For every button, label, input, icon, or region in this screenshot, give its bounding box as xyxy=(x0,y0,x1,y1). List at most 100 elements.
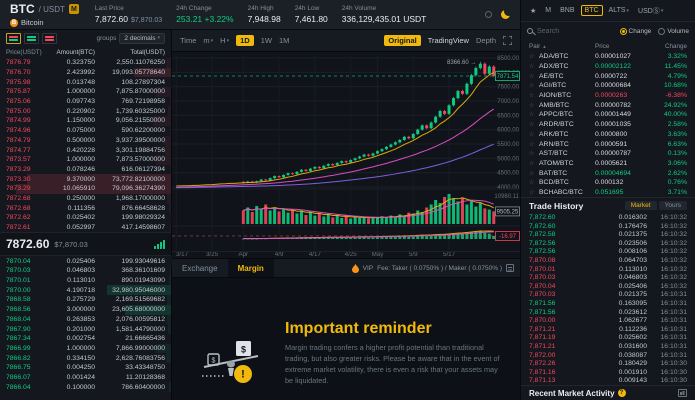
market-tab-m[interactable]: M xyxy=(545,7,552,14)
price-chart[interactable]: 8500.008000.007500.007000.006500.006000.… xyxy=(172,52,520,258)
pair-row[interactable]: ☆ ARK/BTC 0.0000800 3.63% xyxy=(521,130,695,140)
pair-row[interactable]: ☆ ADA/BTC 0.00001027 3.32% xyxy=(521,52,695,62)
pair-row[interactable]: ☆ ADX/BTC 0.00002122 11.45% xyxy=(521,62,695,72)
market-tab-bnb[interactable]: BNB xyxy=(560,7,575,14)
pair-row[interactable]: ☆ BCHABC/BTC 0.051695 3.71% xyxy=(521,188,695,198)
ask-row[interactable]: 7873.29 10.065910 79,096.36274390 xyxy=(0,183,171,194)
header-pair[interactable]: Pair xyxy=(529,42,541,50)
search-input[interactable] xyxy=(537,27,589,35)
pair-row[interactable]: ☆ AMB/BTC 0.00000782 24.92% xyxy=(521,100,695,110)
favorite-star-icon[interactable]: ☆ xyxy=(529,112,535,119)
ask-row[interactable]: 7872.68 0.111356 876.66458628 xyxy=(0,203,171,213)
fee-table-icon[interactable] xyxy=(506,264,514,272)
ask-row[interactable]: 7873.30 9.370000 73,772.82100000 xyxy=(0,174,171,184)
ask-row[interactable]: 7872.61 0.052997 417.14598607 xyxy=(0,222,171,233)
bid-row[interactable]: 7867.90 0.201000 1,581.44790000 xyxy=(0,324,171,334)
depth-bar xyxy=(170,222,171,233)
bid-row[interactable]: 7866.07 0.001424 11.20128368 xyxy=(0,372,171,383)
book-view-both-icon[interactable] xyxy=(6,32,21,44)
interval-1m[interactable]: 1M xyxy=(278,36,290,45)
bid-row[interactable]: 7866.82 0.334150 2,628.76083756 xyxy=(0,353,171,363)
favorite-star-icon[interactable]: ☆ xyxy=(529,64,535,71)
pair-row[interactable]: ☆ ATOM/BTC 0.0005621 3.06% xyxy=(521,159,695,169)
ask-row[interactable]: 7873.29 0.078246 616.06127394 xyxy=(0,164,171,175)
favorite-star-icon[interactable]: ☆ xyxy=(529,73,535,80)
tab-yours[interactable]: Yours xyxy=(658,201,687,211)
ask-row[interactable]: 7875.98 0.013748 108.27897304 xyxy=(0,77,171,88)
tab-exchange[interactable]: Exchange xyxy=(182,263,218,273)
pair-row[interactable]: ☆ ARN/BTC 0.0000591 6.63% xyxy=(521,139,695,149)
bid-row[interactable]: 7866.04 0.100000 786.60400000 xyxy=(0,382,171,392)
bid-row[interactable]: 7870.04 0.025406 199.93049616 xyxy=(0,256,171,267)
ask-row[interactable]: 7872.68 0.250000 1,968.17000000 xyxy=(0,193,171,204)
ask-row[interactable]: 7874.99 1.150000 9,056.21550000 xyxy=(0,116,171,126)
tab-market[interactable]: Market xyxy=(624,201,657,211)
pair-row[interactable]: ☆ AST/BTC 0.00000787 0.13% xyxy=(521,149,695,159)
trade-row: 7,872.56 0.023506 16:10:32 xyxy=(521,239,695,248)
ask-row[interactable]: 7876.70 2.423992 19,093.05778640 xyxy=(0,67,171,78)
pair-row[interactable]: ☆ BAT/BTC 0.00004694 2.62% xyxy=(521,168,695,178)
favorite-star-icon[interactable]: ☆ xyxy=(529,93,535,100)
favorite-star-icon[interactable]: ☆ xyxy=(529,189,535,196)
activity-chart-icon[interactable] xyxy=(678,389,687,398)
ask-row[interactable]: 7872.62 0.025402 199.98029324 xyxy=(0,213,171,223)
header-price[interactable]: Price xyxy=(595,42,610,50)
favorite-star-icon[interactable]: ☆ xyxy=(529,83,535,90)
ask-row[interactable]: 7874.96 0.075000 590.62200000 xyxy=(0,125,171,136)
header-change[interactable]: Change xyxy=(664,42,687,50)
favorite-star-icon[interactable]: ☆ xyxy=(529,170,535,177)
ask-row[interactable]: 7873.57 1.000000 7,873.57000000 xyxy=(0,154,171,165)
bid-row[interactable]: 7867.34 0.002754 21.66665436 xyxy=(0,333,171,344)
chart-mode-tradingview[interactable]: TradingView xyxy=(427,36,469,45)
favorite-star-icon[interactable]: ☆ xyxy=(529,180,535,187)
sun-icon[interactable] xyxy=(485,11,492,18)
favorite-star-icon[interactable]: ☆ xyxy=(529,122,535,129)
favorite-star-icon[interactable]: ☆ xyxy=(529,160,535,167)
help-icon[interactable]: ? xyxy=(617,389,626,398)
radio-change[interactable]: Change xyxy=(619,27,651,35)
market-tab-★[interactable]: ★ xyxy=(530,7,537,15)
decimals-dropdown[interactable]: 2 decimals ▾ xyxy=(119,32,165,44)
pair-row[interactable]: ☆ AGI/BTC 0.00000684 10.68% xyxy=(521,81,695,91)
ask-row[interactable]: 7875.06 0.097743 769.72198958 xyxy=(0,96,171,107)
interval-minutes[interactable]: m ▾ xyxy=(203,36,213,45)
bid-row[interactable]: 7866.99 1.000000 7,866.99000000 xyxy=(0,343,171,354)
ask-row[interactable]: 7875.00 0.220902 1,739.60325000 xyxy=(0,106,171,117)
bid-row[interactable]: 7868.04 0.263853 2,076.00595812 xyxy=(0,314,171,325)
favorite-star-icon[interactable]: ☆ xyxy=(529,102,535,109)
interval-1d[interactable]: 1D xyxy=(236,35,254,46)
ask-row[interactable]: 7876.79 0.323750 2,550.11076250 xyxy=(0,58,171,68)
ask-row[interactable]: 7874.79 0.500000 3,937.39500000 xyxy=(0,135,171,146)
book-view-bids-icon[interactable] xyxy=(24,32,39,44)
pair-row[interactable]: ☆ AION/BTC 0.0000263 -6.38% xyxy=(521,91,695,101)
market-tab-alts[interactable]: ALTS ▾ xyxy=(608,7,630,14)
pair-row[interactable]: ☆ AE/BTC 0.0000722 4.79% xyxy=(521,71,695,81)
market-tab-usdⓢ[interactable]: USDⓈ ▾ xyxy=(638,7,664,15)
interval-hours[interactable]: H ▾ xyxy=(220,36,229,45)
radio-volume[interactable]: Volume xyxy=(658,27,689,35)
chart-mode-depth[interactable]: Depth xyxy=(475,36,496,45)
favorite-star-icon[interactable]: ☆ xyxy=(529,151,535,158)
pair-row[interactable]: ☆ ARDR/BTC 0.00001035 2.58% xyxy=(521,120,695,130)
favorite-star-icon[interactable]: ☆ xyxy=(529,131,535,138)
tab-margin[interactable]: Margin xyxy=(227,259,274,277)
favorite-star-icon[interactable]: ☆ xyxy=(529,141,535,148)
bid-row[interactable]: 7868.58 0.275729 2,169.51569682 xyxy=(0,295,171,305)
moon-icon[interactable] xyxy=(501,10,510,19)
fullscreen-icon[interactable] xyxy=(503,36,512,45)
market-tab-btc[interactable]: BTC xyxy=(580,5,603,16)
pair-price: 0.00001449 xyxy=(595,111,631,119)
bid-row[interactable]: 7870.03 0.046803 368.36101609 xyxy=(0,266,171,276)
bid-row[interactable]: 7868.56 3.000000 23,605.68000000 xyxy=(0,304,171,315)
bid-row[interactable]: 7870.00 4.190718 32,980.95046000 xyxy=(0,285,171,296)
ask-row[interactable]: 7874.77 0.420228 3,301.19884756 xyxy=(0,145,171,155)
interval-1w[interactable]: 1W xyxy=(260,36,272,45)
book-view-asks-icon[interactable] xyxy=(42,32,57,44)
bid-row[interactable]: 7866.75 0.004250 33.43348750 xyxy=(0,362,171,373)
favorite-star-icon[interactable]: ☆ xyxy=(529,54,535,61)
pair-row[interactable]: ☆ BCD/BTC 0.000132 0.76% xyxy=(521,178,695,188)
chart-mode-original[interactable]: Original xyxy=(384,35,421,46)
bid-row[interactable]: 7870.01 0.113010 890.01943090 xyxy=(0,275,171,286)
ask-row[interactable]: 7875.87 1.000000 7,875.87000000 xyxy=(0,87,171,97)
pair-row[interactable]: ☆ APPC/BTC 0.00001449 40.00% xyxy=(521,110,695,120)
